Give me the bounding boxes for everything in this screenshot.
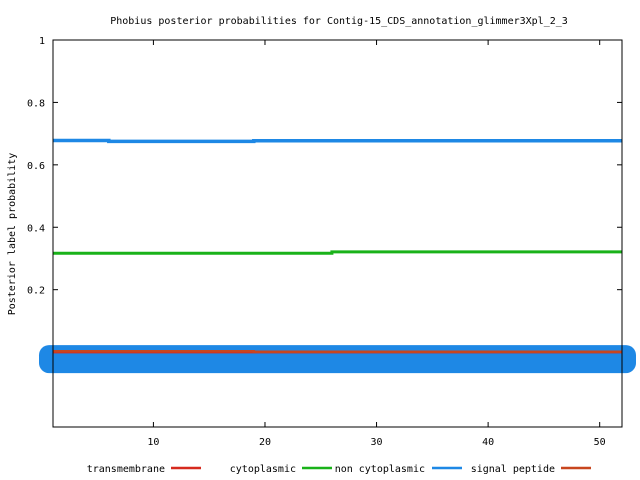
series-layer (39, 138, 636, 374)
y-tick-label: 1 (39, 36, 45, 47)
legend-label: signal peptide (471, 464, 555, 475)
y-tick-label: 0.8 (27, 98, 45, 109)
legend: transmembrane cytoplasmic non cytoplasmic s… (87, 464, 591, 475)
x-tick-label: 10 (147, 437, 159, 448)
legend-label: cytoplasmic (230, 464, 296, 475)
plot-frame (52, 39, 623, 428)
y-tick-label: 0.2 (27, 286, 45, 297)
series-line-cytoplasmic (53, 250, 622, 255)
x-tick-label: 50 (594, 437, 606, 448)
y-axis-label: Posterior label probability (7, 153, 18, 316)
x-tick-label: 20 (259, 437, 271, 448)
legend-label: non cytoplasmic (335, 464, 425, 475)
y-tick-label: 0.4 (27, 223, 45, 234)
series-line-non-cytoplasmic (53, 138, 622, 144)
baseline-band (39, 345, 636, 374)
y-tick-label: 0.6 (27, 161, 45, 172)
x-ticks: 10 20 30 40 50 (147, 40, 606, 448)
chart-title: Phobius posterior probabilities for Cont… (110, 16, 568, 27)
x-tick-label: 30 (371, 437, 383, 448)
series-line-top-signal-peptide (53, 349, 622, 354)
x-tick-label: 40 (482, 437, 494, 448)
legend-label: transmembrane (87, 464, 165, 475)
